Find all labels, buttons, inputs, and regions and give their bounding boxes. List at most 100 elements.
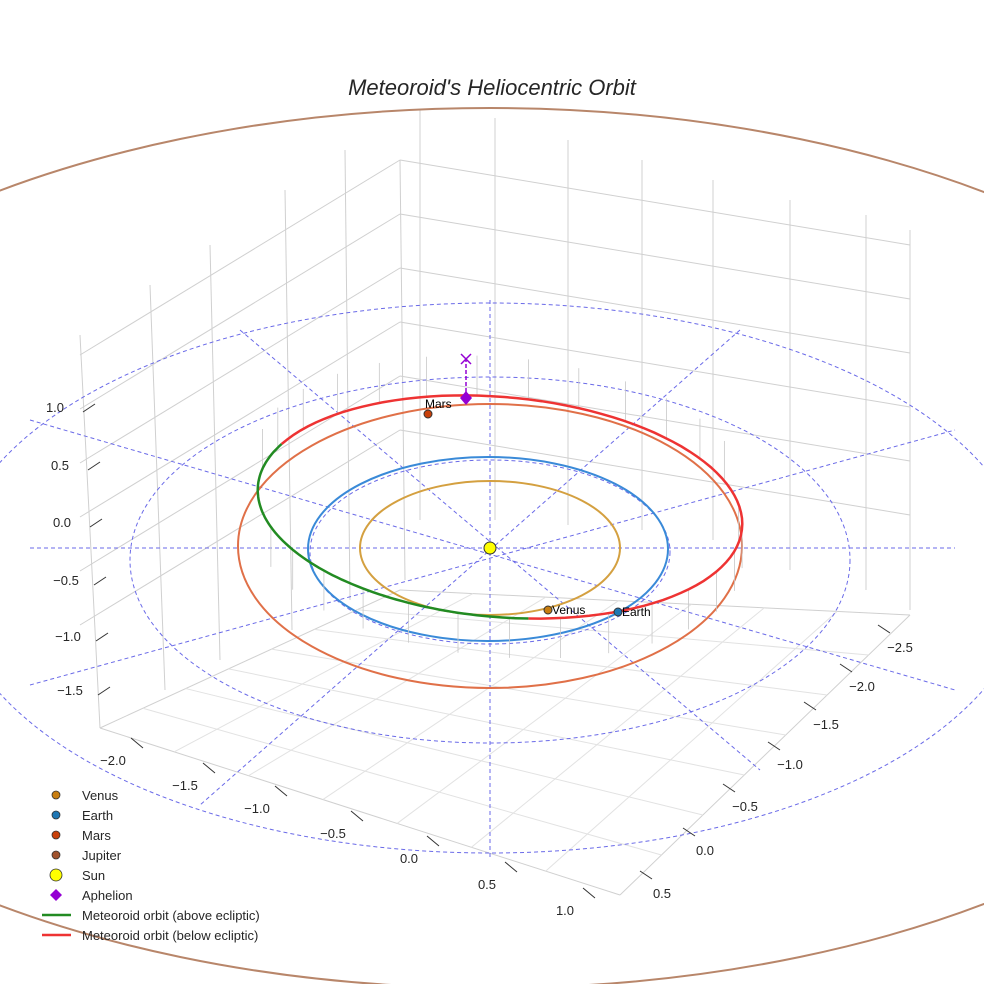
y-tick-mark	[839, 663, 853, 673]
grid-line	[396, 603, 692, 824]
y-tick-label: −0.5	[732, 799, 758, 814]
z-tick-mark	[89, 518, 103, 528]
legend: Venus Earth Mars Jupiter Sun Aphelion Meteoroi…	[42, 788, 260, 943]
legend-label: Meteoroid orbit (above ecliptic)	[82, 908, 260, 923]
z-tick-label: −1.0	[55, 629, 81, 644]
ecliptic-reference-lines	[0, 300, 984, 860]
x-tick-label: −1.5	[172, 778, 198, 793]
grid-line	[399, 159, 911, 246]
y-tick-mark	[722, 783, 736, 793]
x-tick-mark	[426, 835, 440, 847]
grid-line	[99, 727, 621, 896]
grid-line	[174, 593, 474, 753]
grid-line	[228, 668, 745, 776]
x-tick-mark	[274, 785, 288, 797]
legend-circle-icon	[49, 868, 63, 882]
y-tick-mark	[682, 827, 696, 837]
z-tick-label: 1.0	[46, 400, 64, 415]
grid-line	[79, 334, 101, 729]
legend-circle-icon	[51, 830, 61, 840]
legend-label: Jupiter	[82, 848, 122, 863]
grid-line	[322, 600, 619, 800]
grid-line	[344, 149, 351, 601]
bodies: Venus Earth Mars	[423, 353, 651, 619]
z-tick-label: 0.0	[53, 515, 71, 530]
meteoroid-orbit	[256, 355, 744, 659]
grid-line	[399, 267, 911, 354]
y-tick-mark	[767, 741, 781, 751]
grid-line	[142, 707, 662, 856]
legend-label: Aphelion	[82, 888, 133, 903]
aphelion-projection-x-icon	[460, 353, 472, 365]
z-tick-mark	[97, 686, 111, 696]
legend-label: Venus	[82, 788, 119, 803]
body-venus	[543, 605, 553, 615]
meteoroid-orbit-above	[256, 443, 529, 620]
orbit-earth	[307, 456, 669, 642]
grid-line	[79, 267, 401, 464]
grid-line	[271, 648, 786, 736]
x-tick-label: −1.0	[244, 801, 270, 816]
grid-line	[79, 375, 401, 572]
aphelion-marker	[460, 391, 472, 405]
body-sun	[483, 541, 497, 555]
body-label-earth: Earth	[622, 605, 651, 619]
y-tick-mark	[803, 701, 817, 711]
meteoroid-orbit-below	[280, 394, 744, 620]
body-label-venus: Venus	[552, 603, 585, 617]
y-tick-label: −2.0	[849, 679, 875, 694]
body-earth	[613, 607, 623, 617]
legend-label: Sun	[82, 868, 105, 883]
z-tick-label: 0.5	[51, 458, 69, 473]
grid-line	[209, 244, 221, 661]
y-tick-mark	[877, 624, 891, 634]
grid-line	[79, 213, 401, 410]
grid-line	[284, 189, 293, 631]
chart-title: Meteoroid's Heliocentric Orbit	[348, 75, 637, 100]
y-tick-label: 0.0	[696, 843, 714, 858]
legend-label: Meteoroid orbit (below ecliptic)	[82, 928, 258, 943]
z-tick-label: −0.5	[53, 573, 79, 588]
legend-label: Mars	[82, 828, 111, 843]
grid-line	[79, 159, 401, 356]
body-label-mars: Mars	[425, 397, 452, 411]
x-tick-label: −2.0	[100, 753, 126, 768]
ref-radial-line	[199, 329, 741, 806]
ref-radial-line	[239, 329, 761, 771]
grid-line	[399, 213, 911, 300]
y-tick-label: −1.5	[813, 717, 839, 732]
x-tick-label: 0.5	[478, 877, 496, 892]
legend-label: Earth	[82, 808, 113, 823]
grid-line	[399, 429, 911, 516]
grid-line	[399, 159, 406, 581]
x-tick-label: 1.0	[556, 903, 574, 918]
legend-diamond-icon	[50, 889, 62, 901]
x-tick-mark	[582, 887, 596, 899]
x-tick-mark	[504, 861, 518, 873]
grid-line	[471, 607, 765, 848]
body-mars	[423, 409, 433, 419]
x-tick-mark	[130, 737, 144, 749]
orbit-venus	[359, 480, 621, 616]
grid-line	[619, 614, 911, 896]
grid-line	[545, 611, 838, 872]
x-tick-mark	[350, 810, 364, 822]
z-tick-mark	[93, 576, 107, 586]
z-tick-mark	[95, 632, 109, 642]
x-tick-label: −0.5	[320, 826, 346, 841]
axes-grid	[79, 110, 911, 896]
grid-line	[99, 589, 401, 729]
ref-circle	[0, 302, 984, 854]
z-tick-mark	[87, 461, 101, 471]
z-tick-mark	[82, 403, 96, 413]
grid-line	[399, 375, 911, 462]
grid-line	[399, 321, 911, 408]
legend-circle-icon	[51, 790, 61, 800]
orbit-jupiter	[0, 107, 984, 984]
grid-line	[149, 284, 166, 691]
x-tick-mark	[202, 762, 216, 774]
tick-labels: 1.0 0.5 0.0 −0.5 −1.0 −1.5 −2.0 −1.5 −1.0 −0.5 0.0…	[46, 400, 913, 918]
ref-radial-line	[29, 429, 956, 686]
legend-circle-icon	[51, 810, 61, 820]
